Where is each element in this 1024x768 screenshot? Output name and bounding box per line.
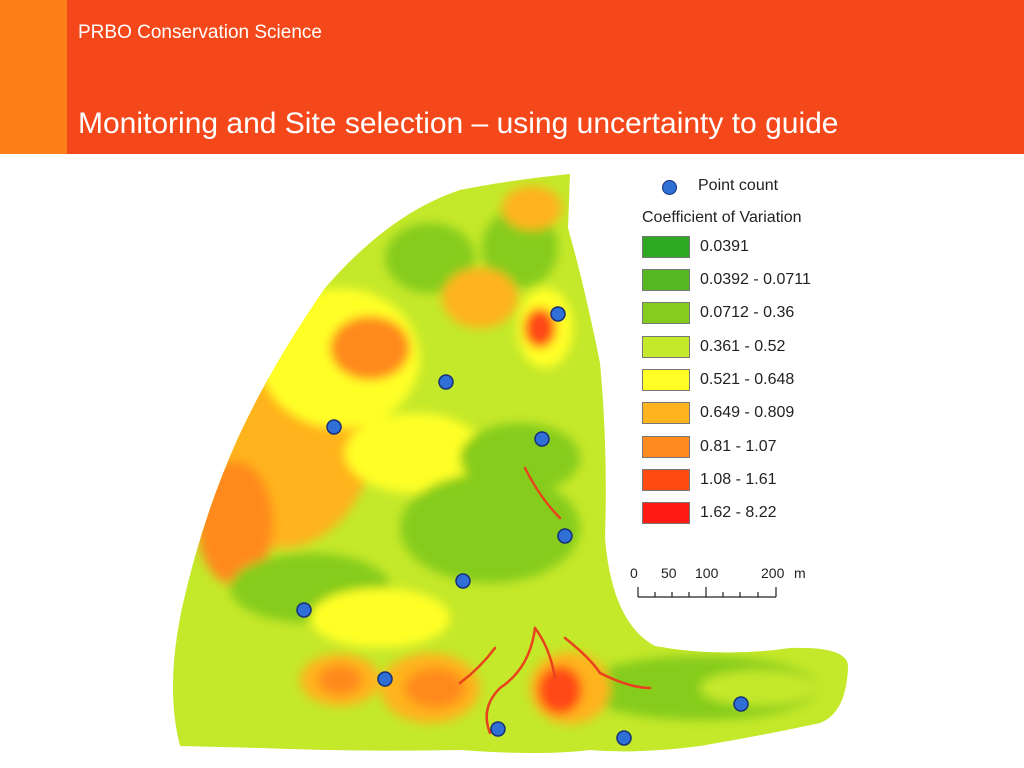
scale-unit: m <box>794 565 806 581</box>
legend-swatch <box>642 236 690 258</box>
point-count-marker <box>733 696 749 712</box>
point-count-marker <box>616 730 632 746</box>
scale-bar: 0 50 100 200 m <box>628 565 828 605</box>
legend-swatch <box>642 369 690 391</box>
legend-label: 1.08 - 1.61 <box>700 471 777 488</box>
legend-swatch <box>642 402 690 424</box>
header-accent-strip <box>0 0 67 154</box>
scale-tick-label: 50 <box>661 565 677 581</box>
point-count-marker <box>557 528 573 544</box>
point-count-marker <box>326 419 342 435</box>
scale-tick-label: 0 <box>630 565 638 581</box>
legend-label: 0.361 - 0.52 <box>700 338 786 355</box>
legend-item: 1.08 - 1.61 <box>642 469 862 493</box>
scale-bar-ruler <box>637 587 777 598</box>
legend-label: 0.0712 - 0.36 <box>700 304 795 321</box>
legend-item: 0.0392 - 0.0711 <box>642 269 862 293</box>
organization-name: PRBO Conservation Science <box>78 22 322 43</box>
legend-item: 0.361 - 0.52 <box>642 336 862 360</box>
legend-label: 0.0392 - 0.0711 <box>700 271 811 288</box>
legend-label: 0.0391 <box>700 238 749 255</box>
point-count-marker <box>550 306 566 322</box>
scale-tick-label: 100 <box>695 565 719 581</box>
point-count-marker <box>438 374 454 390</box>
point-count-marker <box>490 721 506 737</box>
legend-swatch <box>642 336 690 358</box>
point-count-marker <box>534 431 550 447</box>
legend-label: 0.649 - 0.809 <box>700 404 795 421</box>
coefficient-of-variation-map <box>172 174 849 753</box>
legend-title: Coefficient of Variation <box>642 209 802 226</box>
legend-item: 0.81 - 1.07 <box>642 436 862 460</box>
legend-item: 0.521 - 0.648 <box>642 369 862 393</box>
scale-tick-label: 200 <box>761 565 785 581</box>
legend-swatch <box>642 436 690 458</box>
point-count-marker <box>377 671 393 687</box>
legend-item: 0.0712 - 0.36 <box>642 302 862 326</box>
point-count-marker <box>455 573 471 589</box>
legend-swatch <box>642 502 690 524</box>
point-count-markers <box>296 306 749 746</box>
point-count-legend-icon <box>662 180 677 195</box>
point-count-marker <box>296 602 312 618</box>
legend-swatch <box>642 302 690 324</box>
legend-item: 0.649 - 0.809 <box>642 402 862 426</box>
legend-item: 1.62 - 8.22 <box>642 502 862 526</box>
legend-swatch <box>642 269 690 291</box>
legend-item: 0.0391 <box>642 236 862 260</box>
slide-header: PRBO Conservation Science Monitoring and… <box>0 0 1024 154</box>
point-count-legend-label: Point count <box>698 177 779 194</box>
legend-swatch <box>642 469 690 491</box>
legend-label: 1.62 - 8.22 <box>700 504 777 521</box>
legend-label: 0.81 - 1.07 <box>700 438 777 455</box>
map-legend: Point count Coefficient of Variation 0.0… <box>630 176 870 536</box>
legend-label: 0.521 - 0.648 <box>700 371 795 388</box>
slide-title: Monitoring and Site selection – using un… <box>78 107 839 140</box>
